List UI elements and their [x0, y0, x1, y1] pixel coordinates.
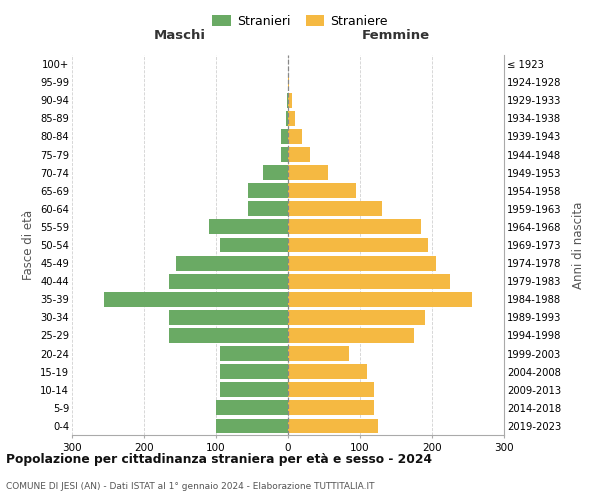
Bar — [288, 382, 374, 397]
Bar — [288, 364, 367, 379]
Bar — [220, 238, 288, 252]
Bar — [176, 256, 288, 270]
Bar — [288, 400, 374, 415]
Bar — [209, 220, 288, 234]
Bar — [220, 346, 288, 361]
Text: Femmine: Femmine — [362, 30, 430, 43]
Y-axis label: Fasce di età: Fasce di età — [22, 210, 35, 280]
Bar — [288, 129, 302, 144]
Bar — [288, 238, 428, 252]
Bar — [288, 184, 356, 198]
Bar — [287, 93, 288, 108]
Bar — [263, 165, 288, 180]
Bar — [288, 147, 310, 162]
Bar — [288, 165, 328, 180]
Bar — [169, 310, 288, 325]
Legend: Stranieri, Straniere: Stranieri, Straniere — [208, 11, 392, 32]
Bar — [288, 256, 436, 270]
Bar — [220, 364, 288, 379]
Bar — [288, 292, 472, 306]
Bar — [288, 346, 349, 361]
Bar — [248, 202, 288, 216]
Text: COMUNE DI JESI (AN) - Dati ISTAT al 1° gennaio 2024 - Elaborazione TUTTITALIA.IT: COMUNE DI JESI (AN) - Dati ISTAT al 1° g… — [6, 482, 374, 491]
Bar — [104, 292, 288, 306]
Bar — [288, 74, 289, 90]
Bar — [216, 400, 288, 415]
Bar — [281, 129, 288, 144]
Bar — [288, 418, 378, 434]
Bar — [248, 184, 288, 198]
Y-axis label: Anni di nascita: Anni di nascita — [572, 202, 586, 288]
Text: Popolazione per cittadinanza straniera per età e sesso - 2024: Popolazione per cittadinanza straniera p… — [6, 452, 432, 466]
Bar — [220, 382, 288, 397]
Bar — [286, 111, 288, 126]
Bar — [288, 328, 414, 343]
Bar — [288, 202, 382, 216]
Bar — [288, 220, 421, 234]
Bar — [288, 93, 292, 108]
Bar — [169, 274, 288, 288]
Bar — [288, 111, 295, 126]
Bar — [216, 418, 288, 434]
Bar — [281, 147, 288, 162]
Bar — [288, 310, 425, 325]
Text: Maschi: Maschi — [154, 30, 206, 43]
Bar — [169, 328, 288, 343]
Bar — [288, 274, 450, 288]
